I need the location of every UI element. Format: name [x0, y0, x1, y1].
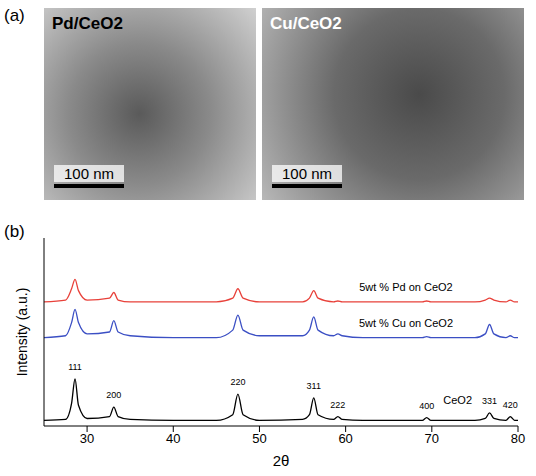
html-text:Pd/CeO2: Pd/CeO2	[52, 14, 123, 33]
svg-text:111: 111	[68, 362, 82, 372]
svg-text:200: 200	[106, 390, 121, 400]
svg-text:331: 331	[482, 396, 497, 406]
html-text:(a): (a)	[4, 6, 25, 25]
svg-text:70: 70	[425, 431, 439, 446]
html-text:(b): (b)	[4, 222, 25, 241]
svg-text:Intensity (a.u.): Intensity (a.u.)	[14, 288, 30, 377]
svg-text:30: 30	[80, 431, 94, 446]
svg-text:CeO2: CeO2	[443, 394, 472, 406]
svg-text:5wt % Cu on CeO2: 5wt % Cu on CeO2	[359, 317, 453, 329]
svg-text:311: 311	[307, 381, 321, 391]
svg-text:40: 40	[166, 431, 180, 446]
svg-text:400: 400	[419, 401, 434, 411]
html-text:100 nm: 100 nm	[282, 165, 332, 182]
svg-text:220: 220	[230, 377, 245, 387]
svg-text:60: 60	[338, 431, 352, 446]
svg-text:5wt % Pd on CeO2: 5wt % Pd on CeO2	[359, 281, 453, 293]
svg-text:222: 222	[330, 400, 345, 410]
html-text:100 nm: 100 nm	[64, 165, 114, 182]
html-text:Cu/CeO2: Cu/CeO2	[270, 14, 342, 33]
svg-text:50: 50	[252, 431, 266, 446]
svg-text:80: 80	[511, 431, 525, 446]
svg-text:420: 420	[503, 400, 518, 410]
svg-text:2θ: 2θ	[273, 452, 290, 469]
